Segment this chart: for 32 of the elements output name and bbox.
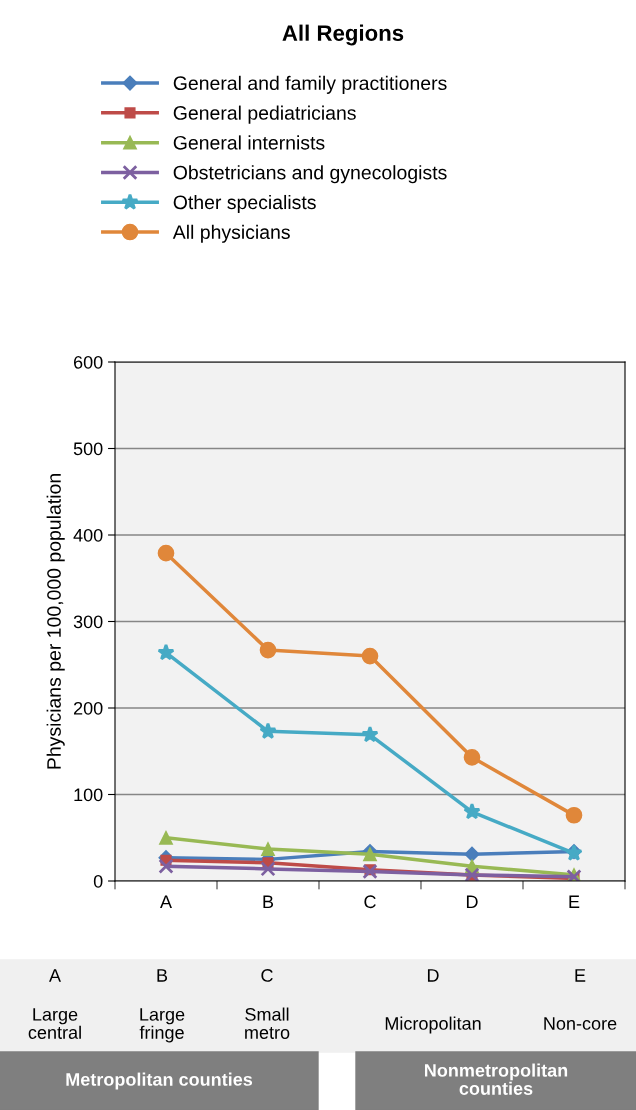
y-tick-label: 0	[93, 874, 103, 888]
legend-label: General and family practitioners	[173, 75, 447, 94]
text: C	[261, 969, 273, 982]
text: Nonmetropolitan counties	[424, 1063, 568, 1095]
x-tick-label: D	[466, 895, 478, 908]
text: E	[575, 969, 586, 982]
text: Non-core	[544, 1017, 617, 1030]
text: Metropolitan counties	[66, 1072, 253, 1090]
text: Large fringe	[139, 1008, 185, 1043]
y-tick-label: 200	[73, 701, 103, 715]
text: A	[49, 969, 61, 982]
x-tick-label: E	[569, 895, 580, 908]
text: Small metro	[245, 1007, 290, 1039]
x-tick-label: A	[160, 895, 172, 908]
text: B	[157, 969, 168, 982]
x-tick-label: C	[364, 895, 376, 909]
y-axis-title: Physicians per 100,000 population	[46, 474, 65, 769]
y-tick-label: 600	[73, 355, 103, 369]
text: Large central	[28, 1008, 81, 1039]
y-tick-label: 100	[74, 788, 103, 802]
text: D	[427, 969, 439, 982]
y-tick-label: 400	[73, 528, 103, 542]
legend-label: General pediatricians	[173, 105, 356, 124]
y-tick-label: 500	[73, 442, 103, 456]
legend-label: Obstetricians and gynecologists	[173, 165, 447, 184]
x-tick-label: B	[263, 895, 274, 908]
legend-label: General internists	[173, 135, 325, 150]
legend-label: Other specialists	[173, 194, 316, 214]
text: Micropolitan	[385, 1016, 481, 1034]
chart-title: All Regions	[282, 24, 404, 46]
y-tick-label: 300	[73, 615, 103, 629]
legend-label: All physicians	[172, 224, 290, 243]
